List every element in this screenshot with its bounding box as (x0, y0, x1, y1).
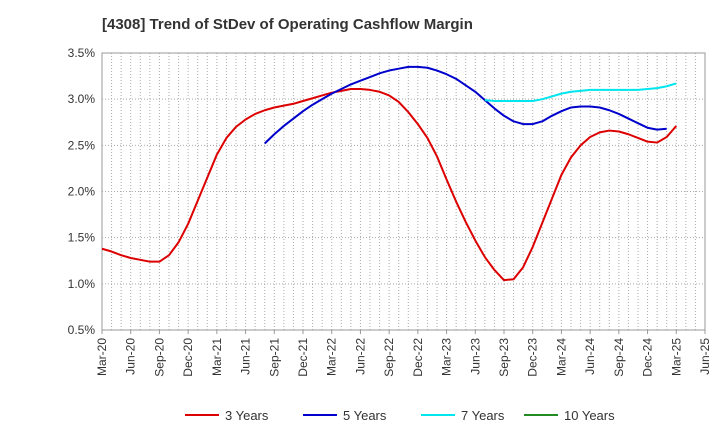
legend-label: 10 Years (564, 408, 615, 423)
y-tick-label: 2.0% (68, 185, 96, 199)
x-tick-label: Sep-20 (152, 338, 166, 377)
y-tick-label: 1.5% (68, 231, 96, 245)
series-line-3-years (101, 88, 678, 282)
y-tick-label: 0.5% (68, 323, 96, 337)
y-tick-label: 3.0% (68, 92, 96, 106)
plot-area (101, 52, 706, 331)
x-tick-label: Dec-24 (641, 338, 655, 377)
x-tick-label: Mar-23 (440, 338, 454, 376)
x-tick-label: Mar-24 (554, 338, 568, 376)
series-lines (101, 65, 678, 282)
x-tick-label: Jun-23 (468, 338, 482, 375)
legend: 3 Years 5 Years 7 Years 10 Years (185, 408, 615, 423)
x-tick-label: Mar-20 (95, 338, 109, 376)
x-tick-label: Dec-22 (411, 338, 425, 377)
x-tick-label: Mar-21 (210, 338, 224, 376)
x-axis: Mar-20 Jun-20 Sep-20 Dec-20 Mar-21 Jun-21 Sep-… (95, 330, 712, 377)
x-tick-label: Sep-24 (612, 338, 626, 377)
x-tick-label: Sep-22 (382, 338, 396, 377)
legend-label: 3 Years (225, 408, 269, 423)
x-tick-label: Jun-25 (698, 338, 712, 375)
chart-title: [4308] Trend of StDev of Operating Cashf… (102, 16, 473, 33)
y-tick-label: 2.5% (68, 138, 96, 152)
y-tick-label: 1.0% (68, 277, 96, 291)
x-tick-label: Jun-22 (353, 338, 367, 375)
series-line-5-years (264, 65, 667, 145)
x-tick-label: Mar-22 (325, 338, 339, 376)
x-tick-label: Sep-21 (267, 338, 281, 377)
x-tick-label: Dec-23 (526, 338, 540, 377)
x-tick-label: Dec-21 (296, 338, 310, 377)
grid-lines (102, 53, 705, 330)
y-tick-label: 3.5% (68, 46, 96, 60)
series-line-7-years (484, 82, 677, 103)
x-tick-label: Mar-25 (669, 338, 683, 376)
x-tick-label: Jun-20 (124, 338, 138, 375)
x-tick-label: Jun-21 (239, 338, 253, 375)
y-axis: 0.5% 1.0% 1.5% 2.0% 2.5% 3.0% 3.5% (68, 46, 96, 337)
x-tick-label: Jun-24 (583, 338, 597, 375)
x-tick-label: Dec-20 (181, 338, 195, 377)
x-tick-label: Sep-23 (497, 338, 511, 377)
legend-label: 5 Years (343, 408, 387, 423)
legend-label: 7 Years (461, 408, 505, 423)
